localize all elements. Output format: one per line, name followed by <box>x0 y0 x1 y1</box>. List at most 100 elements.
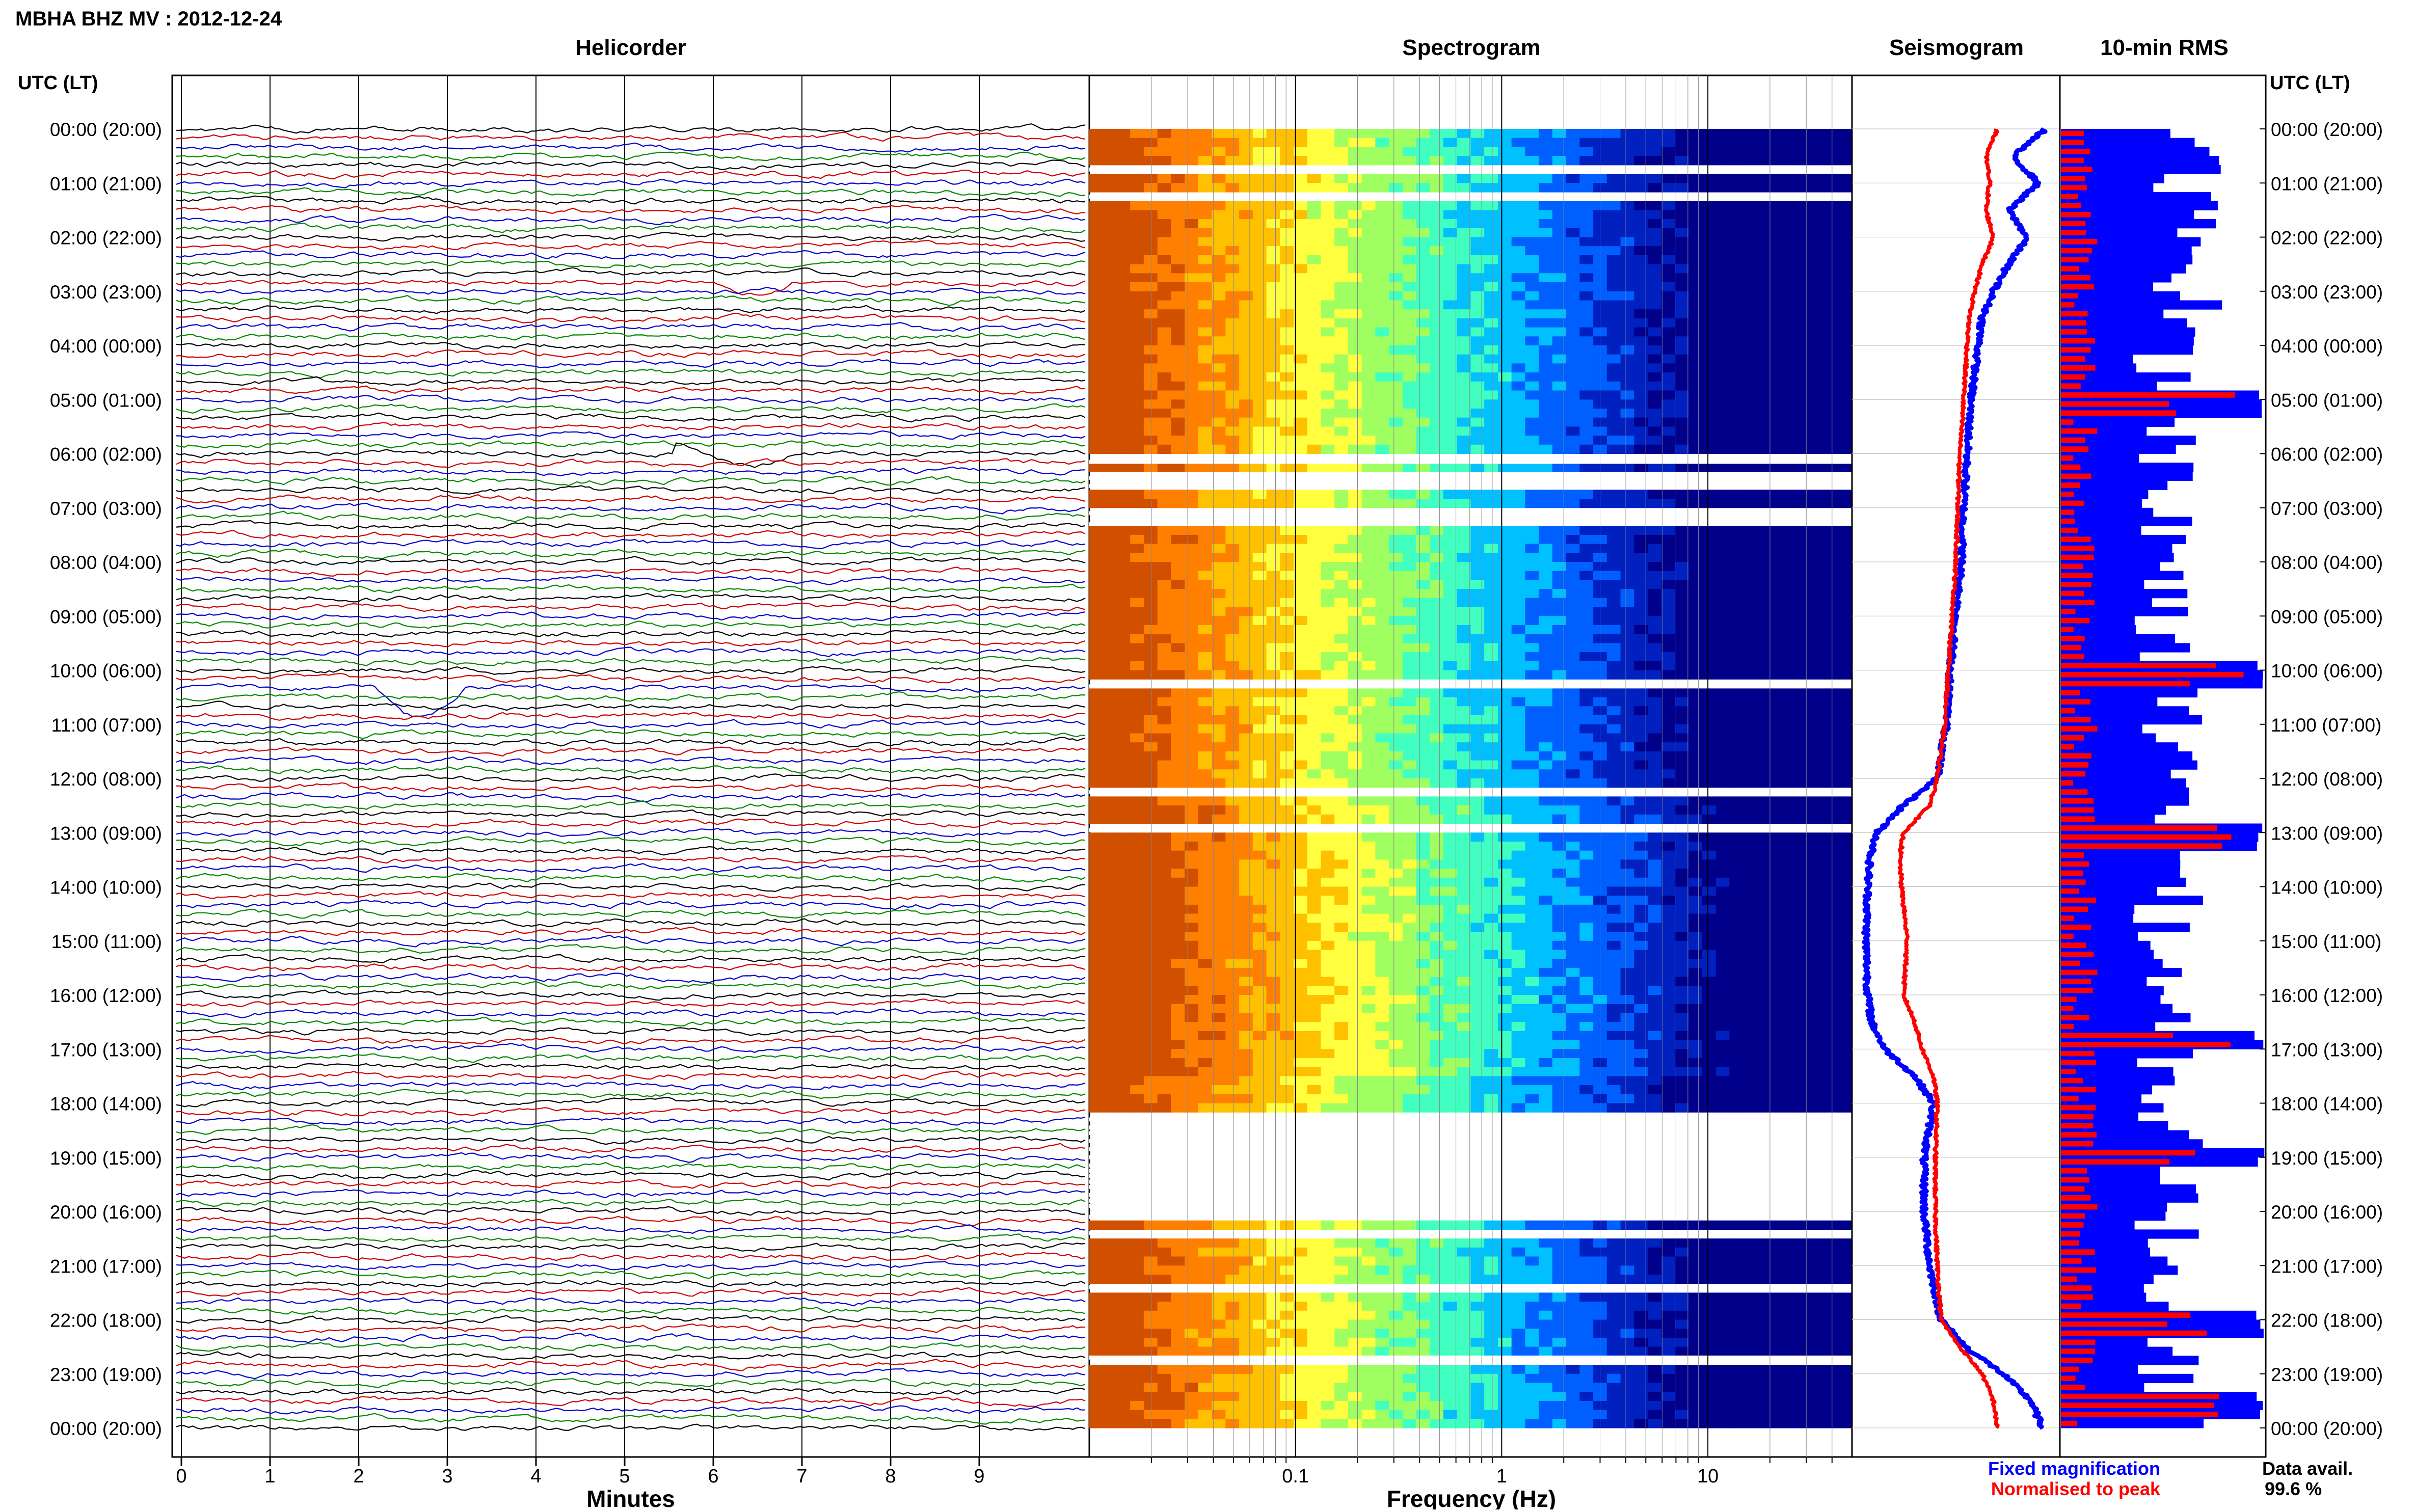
spectrogram-cell <box>1089 905 1103 914</box>
spectrogram-cell <box>1253 598 1267 607</box>
spectrogram-cell <box>1702 301 1716 310</box>
spectrogram-cell <box>1797 851 1811 860</box>
spectrogram-cell <box>1443 264 1457 274</box>
spectrogram-cell <box>1702 589 1716 598</box>
spectrogram-cell <box>1525 607 1539 616</box>
spectrogram-cell <box>1498 625 1512 634</box>
spectrogram-cell <box>1089 463 1103 472</box>
spectrogram-cell <box>1512 652 1525 661</box>
spectrogram-cell <box>1307 553 1321 562</box>
spectrogram-cell <box>1362 553 1376 562</box>
spectrogram-cell <box>1267 580 1280 589</box>
spectrogram-cell <box>1267 761 1280 770</box>
spectrogram-cell <box>1825 715 1839 724</box>
spectrogram-cell <box>1825 562 1839 571</box>
spectrogram-cell <box>1389 255 1403 264</box>
spectrogram-cell <box>1375 959 1389 968</box>
spectrogram-cell <box>1267 950 1280 959</box>
spectrogram-cell <box>1362 950 1376 959</box>
spectrogram-cell <box>1225 445 1239 454</box>
spectrogram-cell <box>1825 210 1839 219</box>
spectrogram-cell <box>1362 156 1376 165</box>
spectrogram-cell <box>1797 842 1811 851</box>
spectrogram-cell <box>1334 643 1348 652</box>
spectrogram-cell <box>1212 598 1226 607</box>
spectrogram-cell <box>1811 562 1825 571</box>
spectrogram-cell <box>1471 355 1485 364</box>
spectrogram-cell <box>1321 832 1334 842</box>
spectrogram-cell <box>1729 553 1743 562</box>
spectrogram-cell <box>1539 950 1552 959</box>
spectrogram-cell <box>1144 670 1158 680</box>
spectrogram-cell <box>1566 490 1580 499</box>
spectrogram-cell <box>1443 355 1457 364</box>
spectrogram-cell <box>1321 859 1334 869</box>
spectrogram-cell <box>1307 399 1321 409</box>
spectrogram-cell <box>1416 715 1430 724</box>
spectrogram-cell <box>1648 183 1661 192</box>
spectrogram-cell <box>1688 526 1702 535</box>
spectrogram-cell <box>1797 382 1811 391</box>
spectrogram-cell <box>1784 869 1797 878</box>
spectrogram-cell <box>1375 670 1389 680</box>
spectrogram-cell <box>1484 859 1498 869</box>
spectrogram-cell <box>1498 246 1512 255</box>
spectrogram-cell <box>1375 336 1389 345</box>
spectrogram-cell <box>1348 318 1362 328</box>
spectrogram-cell <box>1648 156 1661 165</box>
spectrogram-cell <box>1702 580 1716 589</box>
spectrogram-cell <box>1607 309 1621 318</box>
spectrogram-cell <box>1566 842 1580 851</box>
spectrogram-cell <box>1784 336 1797 345</box>
spectrogram-cell <box>1389 805 1403 815</box>
spectrogram-cell <box>1770 147 1784 156</box>
spectrogram-cell <box>1375 616 1389 625</box>
spectrogram-cell <box>1675 544 1689 553</box>
spectrogram-cell <box>1321 670 1334 680</box>
spectrogram-cell <box>1512 363 1525 372</box>
spectrogram-cell <box>1579 887 1593 896</box>
spectrogram-cell <box>1334 751 1348 761</box>
spectrogram-cell <box>1525 535 1539 544</box>
spectrogram-cell <box>1512 201 1525 210</box>
spectrogram-cell <box>1362 363 1376 372</box>
spectrogram-cell <box>1253 291 1267 301</box>
spectrogram-cell <box>1525 426 1539 436</box>
spectrogram-cell <box>1688 914 1702 923</box>
spectrogram-cell <box>1158 445 1171 454</box>
spectrogram-cell <box>1239 661 1253 670</box>
spectrogram-cell <box>1811 219 1825 228</box>
spectrogram-cell <box>1566 670 1580 680</box>
spectrogram-cell <box>1702 859 1716 869</box>
spectrogram-cell <box>1811 589 1825 598</box>
minute-tick-label: 4 <box>530 1466 541 1487</box>
spectrogram-cell <box>1579 670 1593 680</box>
spectrogram-cell <box>1579 355 1593 364</box>
spectrogram-cell <box>1702 382 1716 391</box>
spectrogram-cell <box>1498 923 1512 932</box>
spectrogram-cell <box>1648 805 1661 815</box>
spectrogram-cell <box>1416 896 1430 905</box>
spectrogram-cell <box>1661 796 1675 805</box>
spectrogram-cell <box>1770 363 1784 372</box>
spectrogram-cell <box>1621 670 1634 680</box>
spectrogram-cell <box>1539 355 1552 364</box>
spectrogram-cell <box>1688 301 1702 310</box>
spectrogram-cell <box>1607 210 1621 219</box>
spectrogram-cell <box>1702 625 1716 634</box>
spectrogram-cell <box>1757 625 1770 634</box>
spectrogram-cell <box>1661 336 1675 345</box>
spectrogram-cell <box>1811 445 1825 454</box>
spectrogram-cell <box>1457 896 1471 905</box>
spectrogram-cell <box>1579 706 1593 715</box>
spectrogram-cell <box>1348 526 1362 535</box>
spectrogram-cell <box>1484 598 1498 607</box>
spectrogram-cell <box>1117 896 1131 905</box>
spectrogram-cell <box>1239 598 1253 607</box>
spectrogram-cell <box>1253 977 1267 986</box>
spectrogram-cell <box>1362 607 1376 616</box>
spectrogram-cell <box>1743 851 1757 860</box>
spectrogram-cell <box>1198 445 1212 454</box>
spectrogram-cell <box>1838 562 1852 571</box>
spectrogram-cell <box>1416 968 1430 977</box>
